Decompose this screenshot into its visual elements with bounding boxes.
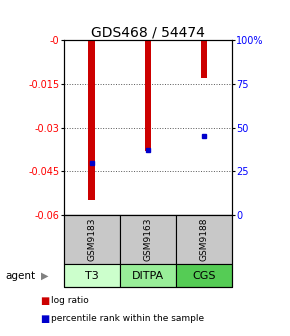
Text: GSM9163: GSM9163	[143, 218, 153, 261]
Text: GSM9183: GSM9183	[87, 218, 96, 261]
Title: GDS468 / 54474: GDS468 / 54474	[91, 25, 205, 39]
Bar	[201, 40, 207, 78]
Text: ■: ■	[40, 296, 50, 306]
Text: ■: ■	[40, 314, 50, 324]
Bar	[88, 40, 95, 201]
Text: log ratio: log ratio	[51, 296, 88, 305]
Text: T3: T3	[85, 270, 99, 281]
Bar	[144, 40, 151, 151]
Text: CGS: CGS	[192, 270, 216, 281]
Text: ▶: ▶	[41, 270, 49, 281]
Text: DITPA: DITPA	[132, 270, 164, 281]
Text: percentile rank within the sample: percentile rank within the sample	[51, 314, 204, 323]
Text: GSM9188: GSM9188	[200, 218, 209, 261]
Text: agent: agent	[6, 270, 36, 281]
